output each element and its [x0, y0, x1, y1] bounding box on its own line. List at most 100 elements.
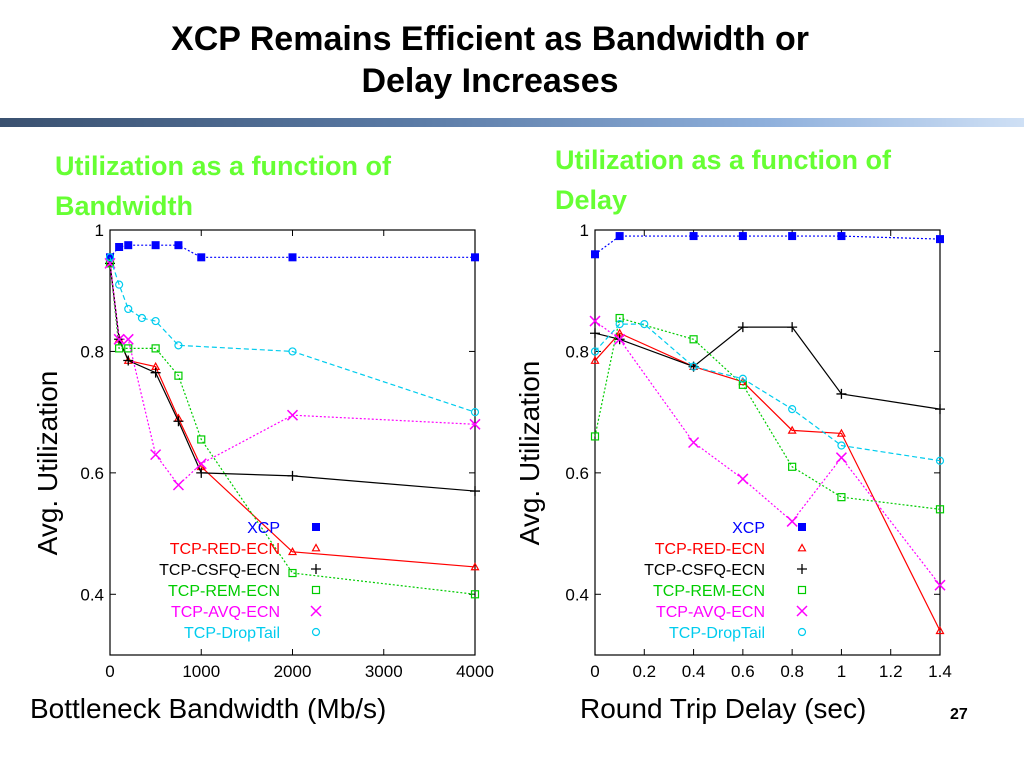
right-y-tick-label: 1: [580, 221, 589, 240]
right-point-tcp-red-ecn: [787, 425, 797, 434]
right-point-tcp-avq-ecn: [934, 579, 946, 591]
right-point-tcp-droptail: [640, 320, 649, 329]
slide-title-line-1: XCP Remains Efficient as Bandwidth or: [171, 20, 809, 58]
left-chart-y-axis-label: Avg. Utilization: [32, 370, 63, 556]
left-point-tcp-rem-ecn: [115, 344, 124, 353]
left-chart: 0.4 0.6 0.8 1 0 1000 2000 3000 4000 XCP TCP-RED-EC…: [80, 221, 494, 681]
right-legend-label-tcp-red-ecn: TCP-RED-ECN: [655, 541, 765, 558]
left-point-tcp-rem-ecn: [105, 259, 115, 268]
left-point-tcp-droptail: [137, 313, 147, 323]
right-point-tcp-red-ecn: [836, 428, 846, 437]
left-series-line-tcp-rem-ecn: [109, 263, 476, 595]
right-plot-frame: [594, 229, 941, 656]
left-series-line-tcp-csfq-ecn: [109, 263, 476, 492]
right-point-tcp-droptail: [738, 374, 747, 383]
left-point-tcp-avq-ecn: [150, 449, 162, 461]
right-point-xcp: [837, 232, 846, 241]
right-point-tcp-avq-ecn: [589, 315, 601, 327]
left-legend-marker-tcp-red-ecn: [311, 543, 321, 552]
right-point-tcp-avq-ecn: [737, 473, 749, 485]
left-y-tick-label: 0.8: [80, 342, 104, 361]
left-legend-label-tcp-avq-ecn: TCP-AVQ-ECN: [171, 604, 280, 621]
left-point-tcp-red-ecn: [470, 562, 480, 571]
right-point-tcp-csfq-ecn: [935, 404, 945, 415]
left-point-tcp-droptail: [470, 408, 480, 417]
left-point-xcp: [124, 241, 133, 250]
right-series-line-tcp-avq-ecn: [594, 320, 941, 586]
right-legend-label-tcp-avq-ecn: TCP-AVQ-ECN: [656, 604, 765, 621]
right-x-tick-label: 0.8: [780, 662, 804, 681]
left-x-tick-label: 1000: [182, 662, 220, 681]
right-series-line-tcp-droptail: [594, 323, 941, 462]
left-point-xcp: [174, 241, 183, 250]
left-series-line-tcp-droptail: [109, 257, 476, 413]
right-point-tcp-csfq-ecn: [590, 328, 600, 339]
left-point-xcp: [197, 253, 206, 262]
right-y-tick-label: 0.8: [565, 342, 589, 361]
left-point-tcp-csfq-ecn: [150, 367, 161, 378]
left-legend-label-xcp: XCP: [247, 520, 280, 537]
right-chart-subtitle: Utilization as a function of Delay: [555, 145, 891, 215]
left-legend-marker-tcp-avq-ecn: [310, 605, 322, 617]
right-x-tick-label: 1: [837, 662, 846, 681]
left-point-tcp-droptail: [115, 280, 124, 289]
left-point-tcp-droptail: [174, 341, 183, 350]
right-point-tcp-avq-ecn: [614, 333, 626, 345]
right-chart-x-axis-label: Round Trip Delay (sec): [580, 693, 867, 724]
right-point-tcp-rem-ecn: [837, 493, 846, 502]
left-point-tcp-csfq-ecn: [123, 355, 134, 366]
right-legend-label-tcp-rem-ecn: TCP-REM-ECN: [653, 583, 765, 600]
slide-title: XCP Remains Efficient as Bandwidth or De…: [80, 18, 900, 102]
left-point-tcp-rem-ecn: [124, 344, 133, 353]
left-point-tcp-rem-ecn: [470, 590, 480, 599]
right-y-tick-label: 0.4: [565, 585, 589, 604]
left-point-tcp-avq-ecn: [122, 333, 134, 345]
left-point-tcp-rem-ecn: [288, 568, 297, 578]
left-y-tick-label: 0.4: [80, 585, 104, 604]
right-point-tcp-rem-ecn: [615, 313, 624, 323]
right-point-tcp-droptail: [837, 441, 846, 450]
left-legend-marker-tcp-csfq-ecn: [311, 564, 321, 574]
right-point-xcp: [615, 232, 624, 241]
right-point-tcp-red-ecn: [590, 355, 600, 364]
left-x-tick-label: 4000: [456, 662, 494, 681]
left-point-tcp-droptail: [288, 347, 297, 356]
right-legend-marker-tcp-csfq-ecn: [797, 564, 807, 574]
right-point-tcp-rem-ecn: [738, 380, 747, 389]
left-point-tcp-avq-ecn: [172, 479, 184, 491]
left-point-tcp-avq-ecn: [195, 458, 207, 470]
right-point-xcp: [936, 235, 944, 244]
right-x-tick-label: 0.6: [731, 662, 755, 681]
right-legend-label-xcp: XCP: [732, 520, 765, 537]
right-x-tick-label: 1.4: [928, 662, 952, 681]
right-legend-marker-tcp-avq-ecn: [796, 605, 808, 617]
left-legend-marker-tcp-droptail: [311, 627, 321, 637]
left-point-xcp: [288, 253, 297, 262]
right-legend-marker-tcp-droptail: [797, 627, 807, 637]
right-point-tcp-droptail: [689, 362, 698, 371]
right-point-tcp-rem-ecn: [689, 335, 698, 344]
left-y-tick-label: 0.6: [80, 464, 104, 483]
right-x-tick-label: 0.2: [632, 662, 656, 681]
left-series-line-xcp: [109, 244, 475, 258]
left-legend-marker-xcp: [312, 523, 320, 531]
left-point-xcp: [151, 241, 160, 250]
left-point-tcp-csfq-ecn: [196, 467, 207, 478]
left-series-line-tcp-avq-ecn: [109, 263, 476, 486]
right-chart-y-axis-label: Avg. Utilization: [514, 360, 545, 546]
left-chart-subtitle: Utilization as a function of Bandwidth: [55, 151, 391, 221]
right-point-xcp: [591, 250, 599, 259]
page-number: 27: [950, 706, 968, 723]
left-point-tcp-rem-ecn: [151, 344, 160, 353]
left-point-tcp-rem-ecn: [197, 435, 206, 444]
title-divider: [0, 118, 1024, 127]
right-point-tcp-avq-ecn: [786, 515, 798, 527]
left-point-tcp-rem-ecn: [174, 371, 183, 380]
right-point-tcp-rem-ecn: [935, 505, 945, 514]
left-legend-label-tcp-rem-ecn: TCP-REM-ECN: [168, 583, 280, 600]
left-legend-label-tcp-droptail: TCP-DropTail: [184, 625, 280, 642]
right-point-tcp-avq-ecn: [835, 452, 847, 464]
left-point-xcp: [115, 243, 124, 251]
left-point-tcp-csfq-ecn: [470, 486, 480, 497]
